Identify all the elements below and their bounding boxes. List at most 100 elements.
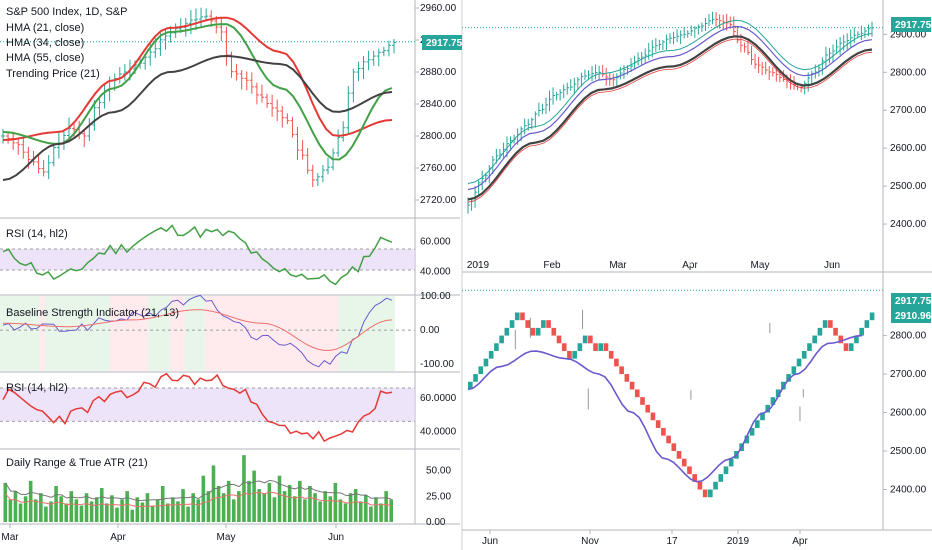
renko-brick xyxy=(603,343,609,351)
atr-bar xyxy=(64,503,69,522)
atr-bar xyxy=(303,499,307,522)
svg-text:2917.75: 2917.75 xyxy=(895,20,932,31)
rt-tick-label: 2400.00 xyxy=(890,219,927,230)
hma-line-21 xyxy=(2,16,393,141)
renko-brick xyxy=(744,435,750,444)
right-bottom-renko-panel: 2400.00 2500.00 2600.00 2700.00 2800.00 Jun No… xyxy=(462,289,927,547)
atr-bar xyxy=(140,502,145,522)
rsi-tick-label: 40.0000 xyxy=(420,426,457,437)
atr-bar xyxy=(277,475,282,522)
renko-brick xyxy=(634,389,640,398)
atr-bar xyxy=(145,493,150,522)
atr-bar xyxy=(79,505,84,522)
atr-bar xyxy=(389,499,393,522)
atr-bar xyxy=(125,491,129,522)
right-top-panel: 2400.00 2500.00 2600.00 2700.00 2800.00 2900.… xyxy=(462,11,927,271)
atr-bar xyxy=(247,480,251,522)
atr-bar xyxy=(135,497,140,522)
renko-brick xyxy=(582,335,588,344)
price-tick-label: 2800.00 xyxy=(420,131,457,142)
hma-line-34 xyxy=(2,23,393,161)
bsi-background xyxy=(338,296,395,371)
atr-bar xyxy=(176,501,180,522)
renko-brick xyxy=(655,420,661,428)
rb-tick-label: 2800.00 xyxy=(890,331,927,342)
atr-bar xyxy=(287,484,292,522)
right-bottom-last-price-label: 2917.75 xyxy=(891,293,932,308)
atr-bar xyxy=(298,480,302,522)
atr-tick-label: 0.00 xyxy=(426,517,446,528)
renko-brick xyxy=(608,350,614,359)
atr-bar xyxy=(155,499,160,522)
bsi-tick-label: -100.00 xyxy=(420,359,454,370)
atr-bar xyxy=(308,486,312,522)
rt-ma-fast xyxy=(467,19,873,184)
atr-bar xyxy=(89,501,94,522)
renko-brick xyxy=(781,381,786,390)
renko-brick xyxy=(676,451,682,459)
renko-brick xyxy=(838,335,844,344)
renko-brick xyxy=(822,320,828,328)
atr-bar xyxy=(49,501,53,522)
atr-bar xyxy=(216,486,221,522)
left-last-price-label: 2917.75 xyxy=(422,35,463,50)
price-tick-label: 2880.00 xyxy=(420,67,457,78)
legend-title: S&P 500 Index, 1D, S&P xyxy=(6,6,127,18)
renko-brick xyxy=(770,397,776,405)
renko-brick xyxy=(593,343,598,351)
renko-brick xyxy=(828,320,833,328)
renko-brick xyxy=(708,489,713,498)
renko-brick xyxy=(598,343,604,351)
rb-time-label: Jun xyxy=(482,536,498,547)
atr-bar xyxy=(150,505,155,522)
rt-ma-lower xyxy=(467,38,873,203)
renko-brick xyxy=(525,320,531,328)
atr-bar xyxy=(186,506,190,522)
renko-brick xyxy=(749,427,755,436)
bsi-background xyxy=(110,296,148,371)
rb-time-label: Apr xyxy=(792,536,808,547)
renko-brick xyxy=(754,420,760,428)
renko-brick xyxy=(760,412,765,421)
atr-bar xyxy=(191,493,195,522)
legend-trending-price: Trending Price (21) xyxy=(6,68,100,80)
time-label: Jun xyxy=(328,532,344,543)
renko-brick xyxy=(468,381,473,390)
bsi-background xyxy=(0,296,40,371)
atr-bar xyxy=(384,491,388,522)
atr-bar xyxy=(201,475,206,522)
atr-bar xyxy=(358,501,363,522)
rsi-line xyxy=(2,224,393,286)
rsi-tick-label: 40.000 xyxy=(420,267,451,278)
renko-ma-line xyxy=(467,334,863,483)
rsi2-title: RSI (14, hl2) xyxy=(6,382,68,394)
atr-bar xyxy=(242,455,246,522)
atr-bar xyxy=(272,497,277,522)
renko-brick xyxy=(817,327,823,336)
rt-tick-label: 2700.00 xyxy=(890,105,927,116)
atr-bar xyxy=(33,499,38,522)
atr-bar xyxy=(364,495,368,522)
renko-brick xyxy=(697,481,703,490)
bsi-background xyxy=(185,296,205,371)
atr-bar xyxy=(226,480,231,522)
renko-brick xyxy=(692,474,697,482)
atr-title: Daily Range & True ATR (21) xyxy=(6,457,148,469)
renko-brick xyxy=(624,374,630,382)
atr-bar xyxy=(3,482,8,522)
rsi-panel-2: 40.0000 60.0000 xyxy=(0,372,457,443)
atr-bar xyxy=(74,499,79,522)
atr-bar xyxy=(262,493,267,522)
price-tick-label: 2960.00 xyxy=(420,3,457,14)
atr-bar xyxy=(318,501,322,522)
atr-bar xyxy=(18,503,23,522)
atr-bar xyxy=(379,503,383,522)
atr-bar xyxy=(211,465,216,522)
renko-brick xyxy=(577,343,583,351)
atr-bar xyxy=(267,482,272,522)
atr-bar xyxy=(23,496,28,522)
renko-brick xyxy=(859,327,864,336)
bsi-background xyxy=(40,296,45,371)
renko-brick xyxy=(483,358,489,367)
atr-bar xyxy=(44,506,48,522)
